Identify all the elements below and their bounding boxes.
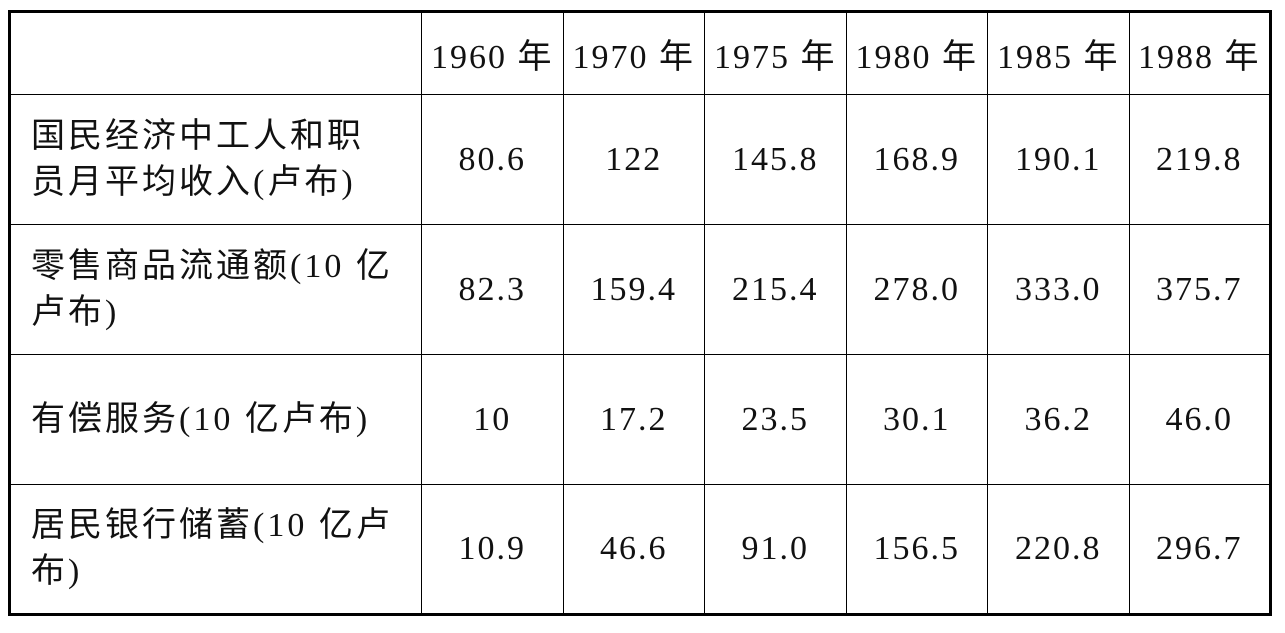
row-label: 有偿服务(10 亿卢布) [9, 354, 422, 485]
row-label-line: 布) [31, 553, 83, 590]
table-row: 零售商品流通额(10 亿卢布) 82.3 159.4 215.4 278.0 333.0 3… [9, 224, 1271, 355]
value-cell: 278.0 [845, 224, 988, 355]
header-cell: 1980 年 [845, 11, 988, 95]
value-cell: 91.0 [704, 484, 847, 615]
row-label: 国民经济中工人和职 员月平均收入(卢布) [9, 94, 422, 225]
data-table: 1960 年 1970 年 1975 年 1980 年 1985 年 1988 年国民经济… [8, 10, 1272, 616]
value-cell: 220.8 [987, 484, 1130, 615]
value-cell: 80.6 [421, 94, 564, 225]
value-cell: 333.0 [987, 224, 1130, 355]
value-cell: 23.5 [704, 354, 847, 485]
value-cell: 156.5 [845, 484, 988, 615]
row-label-line: 居民银行储蓄(10 亿卢 [31, 507, 393, 544]
value-cell: 375.7 [1128, 224, 1271, 355]
value-cell: 46.0 [1128, 354, 1271, 485]
value-cell: 30.1 [845, 354, 988, 485]
value-cell: 145.8 [704, 94, 847, 225]
header-cell: 1988 年 [1128, 11, 1271, 95]
header-cell: 1975 年 [704, 11, 847, 95]
header-cell [9, 11, 422, 95]
table-row: 国民经济中工人和职 员月平均收入(卢布) 80.6 122 145.8 168.9 190.… [9, 94, 1271, 225]
row-label-line: 有偿服务(10 亿卢布) [31, 400, 371, 438]
table-row: 居民银行储蓄(10 亿卢 布) 10.9 46.6 91.0 156.5 220.8 296.… [9, 484, 1271, 615]
header-cell: 1985 年 [987, 11, 1130, 95]
row-label-line: 零售商品流通额(10 亿 [31, 247, 393, 285]
row-label: 居民银行储蓄(10 亿卢 布) [9, 484, 422, 615]
value-cell: 10.9 [421, 484, 564, 615]
value-cell: 17.2 [562, 354, 705, 485]
header-cell: 1960 年 [421, 11, 564, 95]
value-cell: 296.7 [1128, 484, 1271, 615]
row-label: 零售商品流通额(10 亿卢布) [9, 224, 422, 355]
value-cell: 122 [562, 94, 705, 225]
row-label-line: 员月平均收入(卢布) [31, 163, 356, 201]
value-cell: 219.8 [1128, 94, 1271, 225]
value-cell: 190.1 [987, 94, 1130, 225]
header-row: 1960 年 1970 年 1975 年 1980 年 1985 年 1988 年 [9, 11, 1271, 95]
value-cell: 36.2 [987, 354, 1130, 485]
value-cell: 159.4 [562, 224, 705, 355]
value-cell: 215.4 [704, 224, 847, 355]
table-row: 有偿服务(10 亿卢布) 10 17.2 23.5 30.1 36.2 46.0 [9, 354, 1271, 485]
value-cell: 168.9 [845, 94, 988, 225]
header-cell: 1970 年 [562, 11, 705, 95]
value-cell: 82.3 [421, 224, 564, 355]
value-cell: 10 [421, 354, 564, 485]
value-cell: 46.6 [562, 484, 705, 615]
row-label-line: 国民经济中工人和职 [31, 117, 364, 155]
row-label-line: 卢布) [31, 293, 120, 331]
